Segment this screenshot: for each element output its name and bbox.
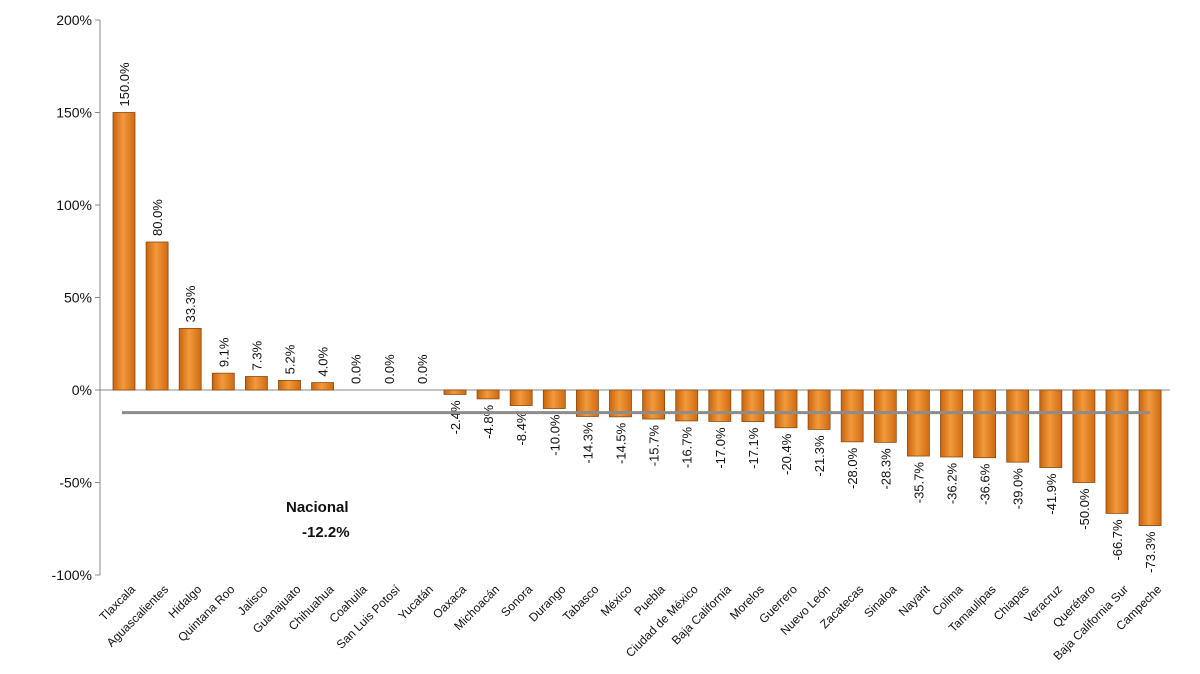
bar: [178, 327, 202, 391]
data-label: 150.0%: [117, 62, 132, 107]
bar: [1039, 389, 1063, 468]
y-tick-label: 150%: [56, 105, 92, 121]
data-label: 9.1%: [216, 337, 231, 367]
data-label: -2.4%: [448, 400, 463, 434]
bar: [211, 372, 235, 391]
data-label: -14.5%: [614, 422, 629, 464]
data-label: -8.4%: [514, 411, 529, 445]
y-tick-label: 0%: [72, 382, 92, 398]
bar: [642, 389, 665, 420]
data-label: -17.0%: [713, 427, 728, 469]
data-label: 7.3%: [249, 340, 264, 370]
y-tick-label: 200%: [56, 12, 92, 28]
bar: [576, 389, 599, 417]
data-label: -10.0%: [547, 414, 562, 456]
bar: [145, 241, 169, 391]
bar: [609, 389, 632, 418]
bar: [509, 389, 533, 406]
data-label: -66.7%: [1110, 519, 1125, 561]
data-label: -36.2%: [945, 463, 960, 505]
bar: [311, 382, 335, 391]
data-label: -35.7%: [911, 462, 926, 504]
data-label: -73.3%: [1143, 531, 1158, 573]
bar: [542, 389, 566, 409]
data-label: 0.0%: [415, 354, 430, 384]
data-label: -41.9%: [1044, 473, 1059, 515]
category-label: Tabasco: [560, 582, 602, 624]
data-label: 4.0%: [316, 347, 331, 377]
y-tick-label: -50%: [59, 475, 92, 491]
data-label: -4.8%: [481, 404, 496, 438]
bar: [476, 389, 500, 400]
y-axis: 200% 150% 100% 50% 0% -50% -100%: [52, 12, 1170, 583]
data-label: -17.1%: [746, 427, 761, 469]
data-label: -20.4%: [779, 433, 794, 475]
data-label: 0.0%: [349, 354, 364, 384]
category-label: Nayarit: [896, 582, 933, 619]
data-label: -28.3%: [878, 448, 893, 490]
category-label: México: [598, 582, 635, 619]
bar: [873, 389, 897, 443]
y-tick-label: 50%: [64, 290, 92, 306]
bar: [774, 389, 798, 429]
bar: [807, 389, 831, 430]
data-label: -28.0%: [845, 447, 860, 489]
data-label: -16.7%: [680, 426, 695, 468]
bar: [1006, 389, 1030, 463]
bar: [443, 389, 467, 395]
bar: [1138, 389, 1162, 527]
bars: 150.0% 80.0% 33.3% 9.1% 7.3% 5.2% 4.0% 0.0% 0.0%…: [112, 62, 1162, 573]
bar: [675, 389, 699, 422]
bar: [1072, 389, 1096, 483]
nacional-label: Nacional: [286, 499, 349, 516]
bar: [840, 389, 864, 443]
bar: [907, 389, 930, 457]
data-label: -36.6%: [978, 463, 993, 505]
nacional-reference: Nacional -12.2%: [122, 411, 1150, 541]
data-label: 0.0%: [382, 354, 397, 384]
bar: [112, 112, 136, 391]
bar: [708, 389, 732, 422]
category-label: Yucatán: [395, 582, 436, 623]
data-label: -39.0%: [1011, 468, 1026, 510]
bar: [1105, 389, 1129, 514]
bar: [940, 389, 963, 458]
data-label: 80.0%: [150, 199, 165, 236]
bar: [244, 376, 268, 391]
category-label: Baja California: [669, 582, 734, 647]
data-label: 33.3%: [183, 285, 198, 322]
data-label: -21.3%: [812, 435, 827, 477]
y-tick-label: -100%: [52, 567, 92, 583]
nacional-value: -12.2%: [302, 524, 350, 541]
data-label: 5.2%: [283, 344, 298, 374]
data-label: -15.7%: [647, 425, 662, 467]
y-tick-label: 100%: [56, 197, 92, 213]
bar: [278, 379, 301, 391]
category-label: Durango: [526, 582, 569, 625]
data-label: -14.3%: [580, 422, 595, 464]
bar: [973, 389, 996, 459]
bar: [741, 389, 765, 423]
category-label: Sinaloa: [861, 582, 899, 620]
data-label: -50.0%: [1077, 488, 1092, 530]
